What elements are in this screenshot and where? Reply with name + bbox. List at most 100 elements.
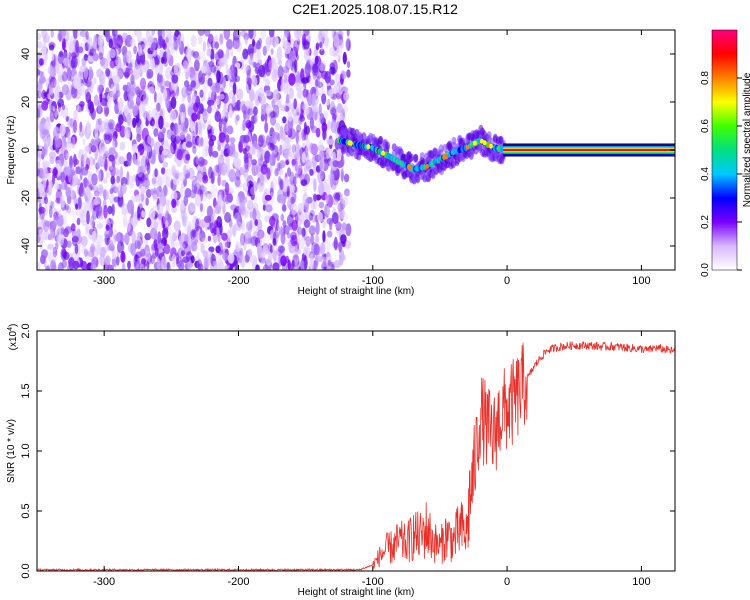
noise-blob xyxy=(178,259,185,270)
noise-blob xyxy=(240,134,247,143)
noise-blob xyxy=(247,199,254,211)
noise-blob xyxy=(268,30,275,38)
noise-blob xyxy=(256,150,261,159)
noise-blob xyxy=(41,100,49,111)
track-blob xyxy=(385,141,391,150)
noise-blob xyxy=(302,88,309,98)
noise-blob xyxy=(211,209,215,218)
noise-blob xyxy=(139,186,146,195)
noise-blob xyxy=(38,58,45,66)
noise-blob xyxy=(52,140,57,151)
noise-blob xyxy=(274,232,279,239)
noise-blob xyxy=(141,210,146,218)
noise-blob xyxy=(59,195,65,208)
noise-blob xyxy=(137,64,143,74)
noise-blob xyxy=(285,255,290,264)
noise-blob xyxy=(124,38,128,46)
noise-blob xyxy=(164,80,171,87)
noise-blob xyxy=(198,156,205,167)
noise-blob xyxy=(295,130,301,144)
noise-blob xyxy=(87,192,94,202)
noise-blob xyxy=(269,229,275,240)
noise-blob xyxy=(213,197,217,209)
noise-blob xyxy=(289,171,295,185)
noise-blob xyxy=(259,93,266,106)
noise-blob xyxy=(73,110,78,120)
noise-blob xyxy=(303,247,307,256)
noise-blob xyxy=(48,151,57,160)
noise-blob xyxy=(105,31,111,43)
noise-blob xyxy=(176,123,180,138)
noise-blob xyxy=(286,185,290,198)
noise-blob xyxy=(83,177,88,189)
noise-blob xyxy=(180,201,185,211)
noise-blob xyxy=(246,221,253,231)
noise-blob xyxy=(63,51,68,61)
noise-blob xyxy=(310,200,316,210)
noise-blob xyxy=(149,227,158,240)
noise-blob xyxy=(343,173,350,183)
noise-blob xyxy=(277,162,281,172)
noise-blob xyxy=(121,262,126,270)
noise-blob xyxy=(96,203,102,217)
noise-blob xyxy=(222,76,227,89)
noise-blob xyxy=(158,67,163,76)
noise-blob xyxy=(39,169,44,183)
noise-blob xyxy=(287,167,291,177)
noise-blob xyxy=(141,41,145,50)
noise-blob xyxy=(323,238,331,253)
noise-blob xyxy=(218,132,226,143)
noise-blob xyxy=(283,41,292,55)
noise-blob xyxy=(132,105,140,116)
noise-blob xyxy=(155,111,160,118)
noise-blob xyxy=(108,154,115,162)
noise-blob xyxy=(37,32,42,41)
noise-blob xyxy=(304,62,311,77)
noise-blob xyxy=(169,90,176,98)
noise-blob xyxy=(216,60,222,72)
noise-blob xyxy=(289,151,295,158)
noise-blob xyxy=(182,60,189,71)
y-axis-label: SNR (10 * v/v) xyxy=(6,419,17,483)
noise-blob xyxy=(336,114,343,122)
noise-blob xyxy=(47,65,54,75)
noise-blob xyxy=(85,78,92,88)
noise-blob xyxy=(284,124,288,133)
noise-blob xyxy=(321,93,327,105)
noise-blob xyxy=(80,260,88,270)
noise-blob xyxy=(184,117,189,129)
noise-blob xyxy=(238,140,243,153)
noise-blob xyxy=(56,138,63,150)
noise-blob xyxy=(205,145,209,156)
noise-blob xyxy=(291,144,297,153)
noise-blob xyxy=(267,243,273,252)
noise-blob xyxy=(280,255,287,267)
noise-blob xyxy=(169,33,173,48)
noise-blob xyxy=(332,160,339,168)
noise-blob xyxy=(301,152,306,164)
noise-blob xyxy=(165,66,173,80)
noise-blob xyxy=(309,75,317,86)
noise-blob xyxy=(272,104,280,119)
noise-blob xyxy=(301,227,306,237)
noise-blob xyxy=(105,68,111,77)
noise-blob xyxy=(199,103,204,114)
noise-blob xyxy=(254,256,258,268)
noise-blob xyxy=(170,110,178,120)
noise-blob xyxy=(149,37,157,52)
noise-blob xyxy=(165,134,170,147)
noise-blob xyxy=(144,44,148,54)
noise-blob xyxy=(280,137,288,149)
noise-blob xyxy=(44,204,48,217)
noise-blob xyxy=(296,248,301,255)
noise-blob xyxy=(123,214,127,228)
noise-blob xyxy=(113,91,118,105)
noise-blob xyxy=(254,162,262,175)
noise-blob xyxy=(293,176,297,187)
noise-blob xyxy=(83,65,89,80)
track-blob xyxy=(415,175,421,184)
noise-blob xyxy=(37,102,42,110)
noise-blob xyxy=(298,266,302,270)
noise-blob xyxy=(99,56,106,67)
noise-blob xyxy=(207,99,215,106)
